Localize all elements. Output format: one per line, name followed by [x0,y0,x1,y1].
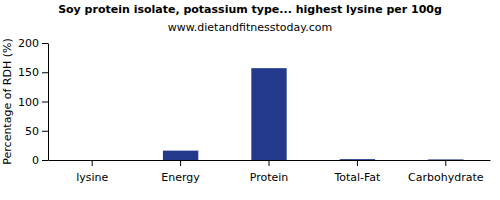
bar [75,160,110,161]
title: Soy protein isolate, potassium type... h… [58,3,442,16]
x-tick-label: Total-Fat [333,171,381,184]
y-tick: 200 [18,37,48,50]
y-tick-label: 50 [25,125,39,138]
y-tick: 100 [18,96,48,109]
x-axis: lysine Energy Protein Total-Fat Carbohydrate [49,160,491,184]
y-tick-mark [42,160,48,161]
x-tick: Carbohydrate [408,160,484,184]
y-tick-mark [42,102,48,103]
x-tick-mark [357,160,358,166]
x-tick-mark [445,160,446,166]
y-tick-mark [42,131,48,132]
x-tick: Protein [250,160,289,184]
y-tick: 0 [32,154,48,167]
y-axis-title: Percentage of RDH (%) [1,38,14,164]
plot: 0 50 100 150 200 lysine Energy Protein Total-Fat… [18,37,491,184]
x-tick-label: Carbohydrate [408,171,484,184]
x-tick: Total-Fat [333,160,381,184]
x-tick-label: Protein [250,171,289,184]
bar [340,159,375,160]
y-tick: 50 [25,125,48,138]
y-tick-mark [42,43,48,44]
chart: Soy protein isolate, potassium type... h… [0,0,500,200]
y-axis: 0 50 100 150 200 [18,37,49,167]
bar [428,159,463,160]
subtitle: www.dietandfitnesstoday.com [168,21,332,34]
bar [163,151,198,160]
y-tick-mark [42,72,48,73]
y-tick-label: 150 [18,66,39,79]
x-tick-mark [180,160,181,166]
y-tick: 150 [18,66,48,79]
x-tick: lysine [76,160,108,184]
x-tick-mark [269,160,270,166]
x-tick-label: Energy [161,171,200,184]
x-tick: Energy [161,160,200,184]
x-tick-label: lysine [76,171,108,184]
y-tick-label: 0 [32,154,39,167]
y-tick-label: 200 [18,37,39,50]
x-tick-mark [92,160,93,166]
y-axis-line [48,44,49,161]
bars [163,68,464,160]
y-tick-label: 100 [18,96,39,109]
bar [251,68,286,160]
